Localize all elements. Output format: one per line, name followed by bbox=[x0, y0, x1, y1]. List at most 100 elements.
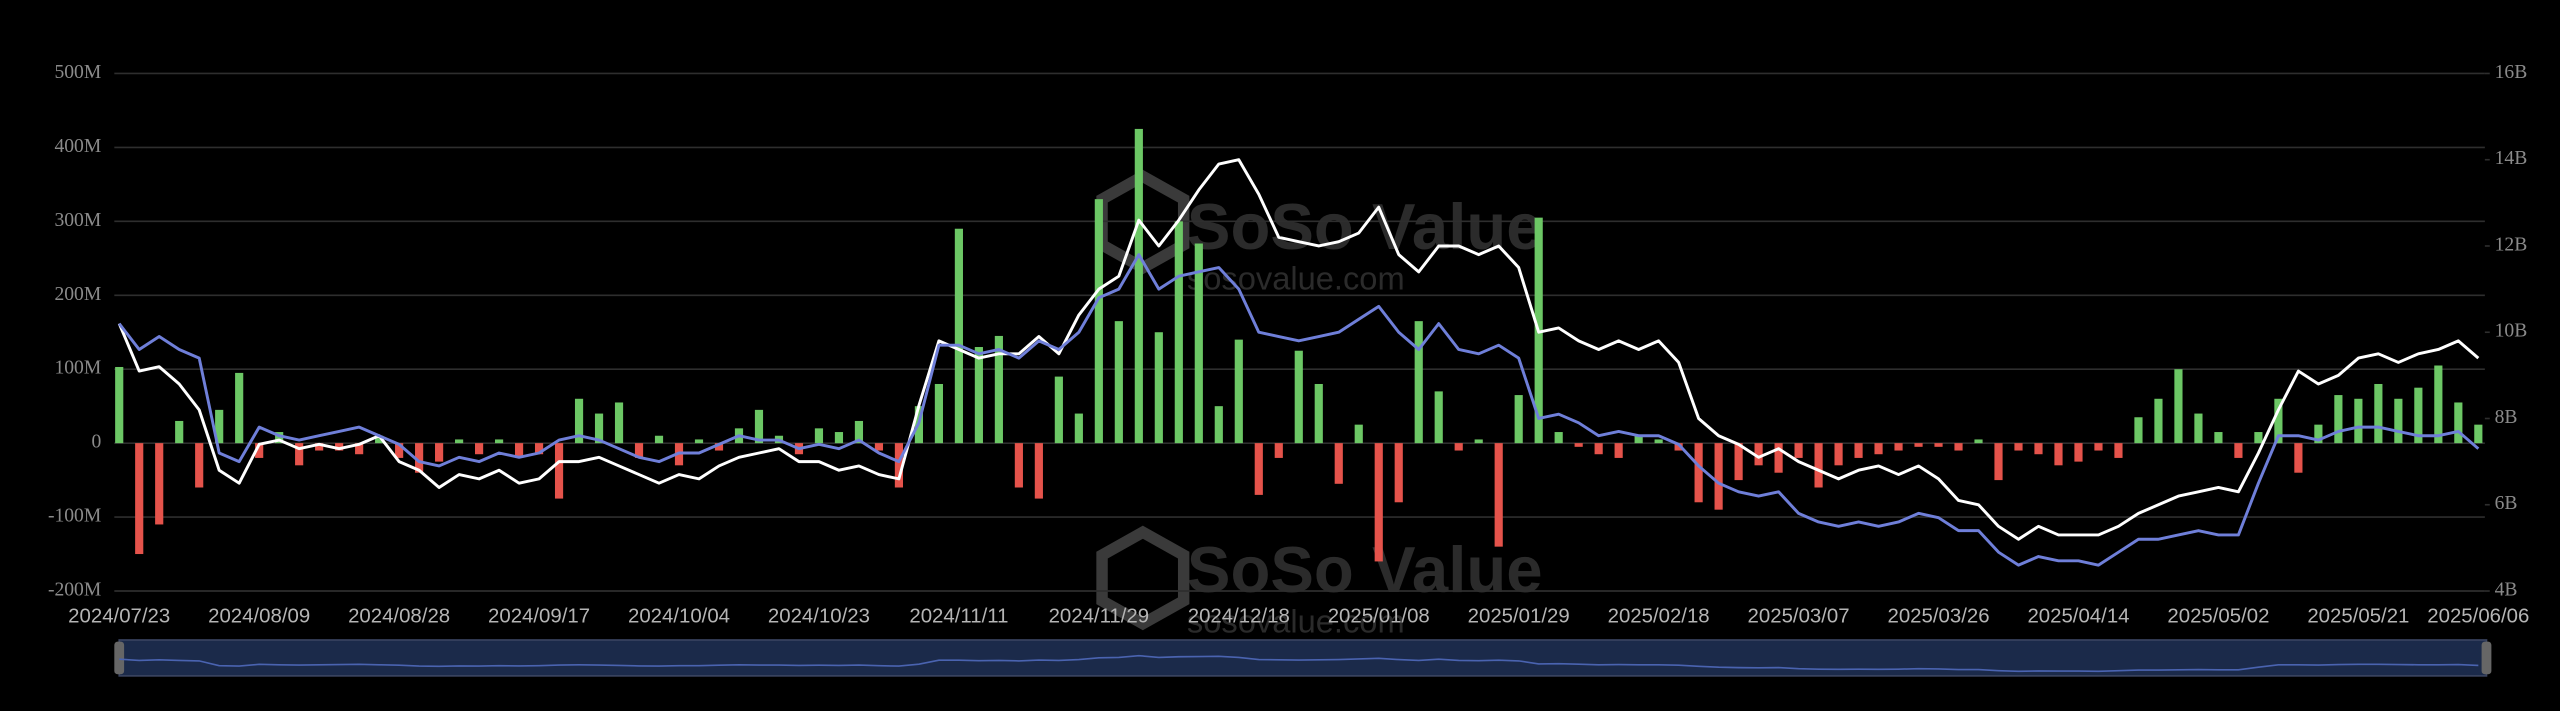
bar bbox=[2234, 443, 2243, 458]
y2-tick-label: 10B bbox=[2495, 321, 2528, 342]
bar bbox=[534, 443, 544, 455]
bar bbox=[175, 420, 184, 444]
y-tick-label: 0 bbox=[91, 432, 101, 453]
bar bbox=[874, 443, 884, 451]
bar bbox=[1494, 443, 1503, 547]
bar bbox=[135, 443, 144, 555]
bar bbox=[215, 409, 224, 444]
bar bbox=[554, 443, 564, 499]
bar bbox=[1334, 443, 1343, 484]
bar bbox=[235, 372, 244, 444]
bar bbox=[1134, 128, 1143, 444]
bar bbox=[2354, 398, 2363, 444]
bar bbox=[255, 443, 264, 458]
bar bbox=[2174, 369, 2183, 444]
bar bbox=[1994, 443, 2003, 481]
x-tick-label: 2025/01/29 bbox=[1468, 606, 1570, 628]
bar bbox=[1014, 443, 1023, 488]
x-tick-label: 2025/06/06 bbox=[2427, 606, 2529, 628]
x-tick-label: 2024/08/28 bbox=[348, 606, 450, 628]
bar bbox=[1974, 439, 1983, 444]
bar bbox=[1454, 443, 1463, 451]
zoom-handle-right[interactable] bbox=[2481, 641, 2492, 675]
x-tick-label: 2025/04/14 bbox=[2027, 606, 2129, 628]
bar bbox=[2014, 443, 2023, 451]
bar bbox=[1714, 443, 1723, 510]
x-tick-label: 2024/08/09 bbox=[208, 606, 310, 628]
x-tick-label: 2024/10/04 bbox=[628, 606, 730, 628]
bar bbox=[1094, 199, 1103, 444]
x-tick-label: 2025/02/18 bbox=[1608, 606, 1710, 628]
bar bbox=[1274, 443, 1283, 458]
bar bbox=[1374, 443, 1383, 562]
x-tick-label: 2024/09/17 bbox=[488, 606, 590, 628]
bar bbox=[1734, 443, 1743, 481]
bar bbox=[1914, 443, 1923, 447]
bar bbox=[1074, 413, 1083, 444]
bar bbox=[2434, 365, 2443, 444]
bar bbox=[714, 443, 724, 451]
bar bbox=[2194, 413, 2203, 444]
bar bbox=[754, 409, 764, 444]
x-tick-label: 2024/11/11 bbox=[909, 606, 1008, 628]
bar bbox=[2414, 387, 2423, 444]
bar bbox=[315, 443, 324, 451]
bar bbox=[694, 439, 704, 444]
bar bbox=[1394, 443, 1403, 503]
bar bbox=[1894, 443, 1903, 451]
bar bbox=[2214, 432, 2223, 444]
bar bbox=[1234, 339, 1243, 444]
bar bbox=[2294, 443, 2303, 473]
bar bbox=[2054, 443, 2063, 466]
bar bbox=[2154, 398, 2163, 444]
bar bbox=[1314, 383, 1323, 444]
bar bbox=[2314, 424, 2323, 444]
bar bbox=[1814, 443, 1823, 488]
x-tick-label: 2025/03/26 bbox=[1888, 606, 1990, 628]
bar bbox=[1754, 443, 1763, 466]
x-tick-label: 2025/01/08 bbox=[1328, 606, 1430, 628]
bar bbox=[1594, 443, 1603, 455]
bar bbox=[634, 443, 644, 458]
bar bbox=[834, 432, 844, 444]
bar bbox=[1414, 321, 1423, 444]
zoom-handle-left[interactable] bbox=[114, 641, 125, 675]
bar bbox=[1634, 435, 1643, 444]
bar bbox=[494, 439, 504, 444]
bar bbox=[2274, 398, 2283, 444]
bar bbox=[195, 443, 204, 488]
y-tick-label: 300M bbox=[54, 210, 101, 231]
bar bbox=[1574, 443, 1583, 447]
x-tick-label: 2024/11/29 bbox=[1049, 606, 1150, 628]
x-tick-label: 2025/05/21 bbox=[2307, 606, 2409, 628]
bar bbox=[1674, 443, 1683, 451]
bar bbox=[1934, 443, 1943, 447]
bar bbox=[994, 335, 1003, 444]
bar bbox=[2134, 417, 2143, 444]
y2-tick-label: 6B bbox=[2495, 493, 2518, 514]
bar bbox=[1294, 350, 1303, 444]
bar bbox=[455, 439, 464, 444]
bar bbox=[594, 413, 604, 444]
bar bbox=[375, 435, 384, 444]
bar bbox=[1554, 432, 1563, 444]
watermark-url: sosovalue.com bbox=[1187, 602, 1405, 639]
bar bbox=[1694, 443, 1703, 503]
y-tick-label: -100M bbox=[48, 506, 101, 527]
bar bbox=[894, 443, 904, 488]
line bbox=[117, 158, 2480, 541]
bar bbox=[614, 402, 624, 444]
bar bbox=[1654, 439, 1663, 444]
bar bbox=[155, 443, 164, 525]
bar bbox=[974, 347, 983, 444]
bar bbox=[1874, 443, 1883, 455]
y2-tick-label: 8B bbox=[2495, 407, 2518, 428]
x-tick-label: 2024/10/23 bbox=[768, 606, 870, 628]
bar bbox=[954, 228, 963, 444]
y2-tick-label: 14B bbox=[2495, 148, 2528, 169]
x-tick-label: 2025/03/07 bbox=[1748, 606, 1850, 628]
bar bbox=[1614, 443, 1623, 458]
